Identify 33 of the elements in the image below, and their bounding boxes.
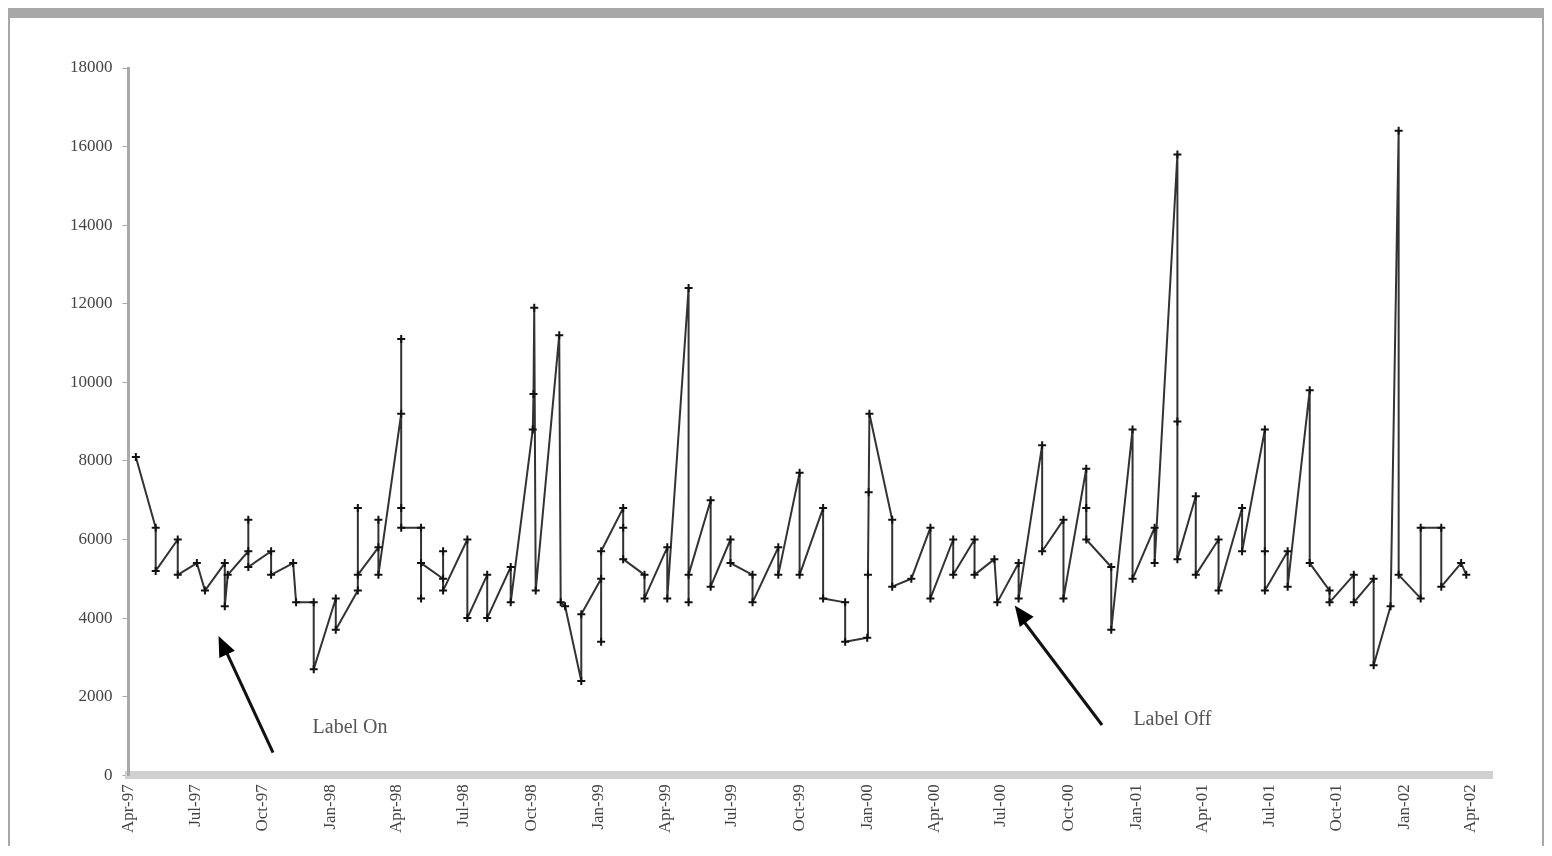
- x-tick-label: Jan-98: [320, 784, 340, 830]
- x-tick-label: Jan-99: [588, 784, 608, 830]
- y-tick-label: 12000: [70, 293, 113, 313]
- y-tick-label: 6000: [78, 528, 113, 548]
- x-tick-label: Jul-98: [453, 784, 473, 827]
- x-tick-label: Apr-97: [117, 783, 137, 834]
- x-tick-label: Jul-97: [184, 783, 204, 827]
- x-tick-label: Oct-01: [1326, 784, 1346, 832]
- y-tick-label: 4000: [78, 607, 113, 627]
- x-tick-label: Jan-01: [1125, 784, 1145, 830]
- y-tick-label: 0: [104, 764, 113, 784]
- x-tick-label: Apr-01: [1191, 784, 1211, 834]
- annotation: Label On: [312, 715, 388, 738]
- y-tick-label: 16000: [70, 136, 113, 156]
- y-tick-label: 14000: [70, 214, 113, 234]
- x-tick-label: Jul-00: [990, 784, 1010, 827]
- x-tick-label: Jul-99: [721, 784, 741, 827]
- x-tick-label: Jan-02: [1394, 784, 1413, 830]
- x-tick-label: Apr-00: [923, 784, 943, 834]
- annotation: Label Off: [1133, 706, 1212, 729]
- x-tick-label: Apr-02: [1460, 784, 1480, 834]
- x-tick-label: Jan-00: [856, 784, 876, 830]
- x-tick-label: Apr-98: [386, 784, 406, 834]
- y-tick-label: 18000: [70, 57, 113, 77]
- x-tick-label: Oct-98: [520, 784, 540, 832]
- x-tick-label: Oct-99: [789, 784, 809, 832]
- y-tick-label: 8000: [78, 450, 113, 470]
- x-tick-label: Oct-00: [1058, 784, 1078, 832]
- x-tick-label: Apr-99: [654, 784, 674, 834]
- x-tick-label: Jul-01: [1258, 784, 1278, 827]
- y-tick-label: 10000: [70, 371, 113, 391]
- x-tick-label: Oct-97: [252, 783, 272, 832]
- y-tick-label: 2000: [78, 686, 113, 706]
